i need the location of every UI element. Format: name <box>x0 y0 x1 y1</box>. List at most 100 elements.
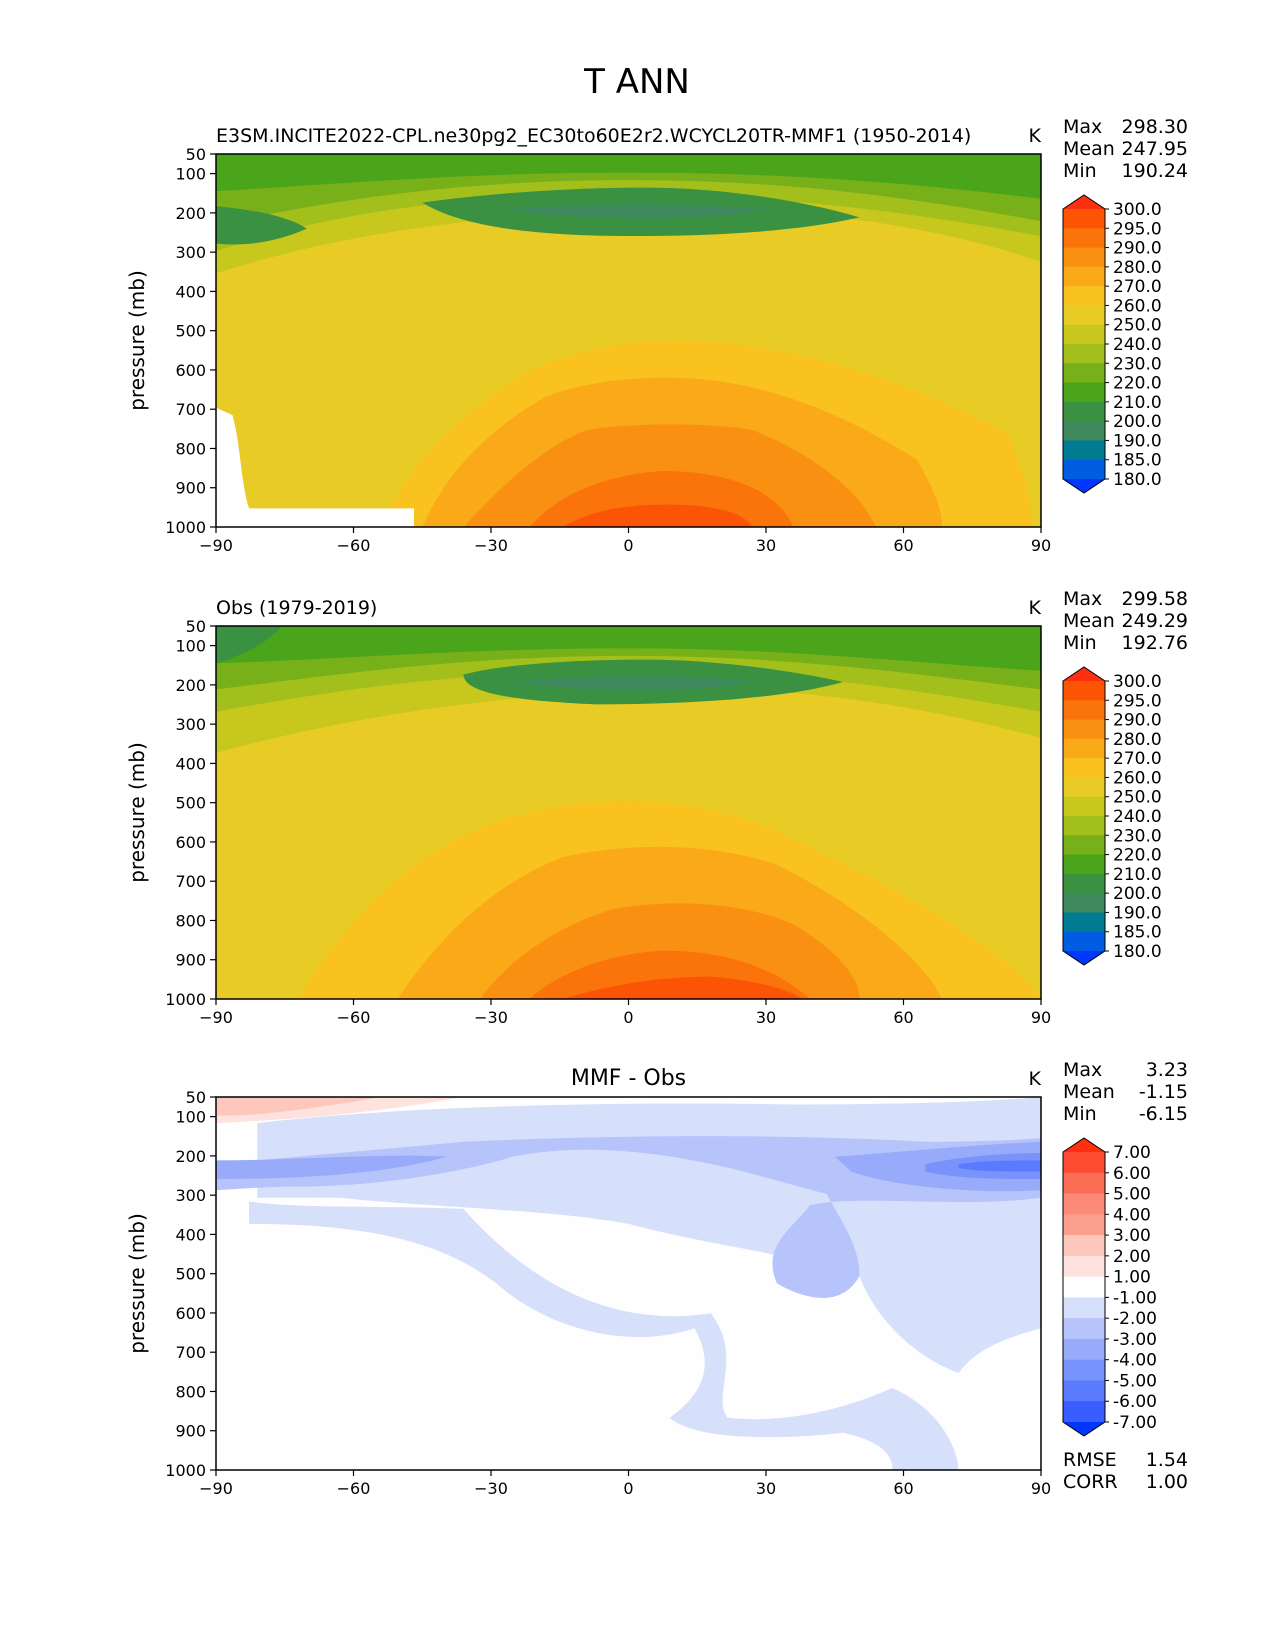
panel-left-label: Obs (1979-2019) <box>216 597 377 619</box>
colorbar-extend-max <box>1063 195 1105 209</box>
colorbar-segment <box>1063 1380 1105 1402</box>
colorbar-segment <box>1063 912 1105 933</box>
colorbar-tick-label: 210.0 <box>1113 865 1162 885</box>
contour-region-6 <box>513 676 753 691</box>
panels: −90 −60 −30 0 30 60 90501002003004005006007008… <box>125 116 1188 1498</box>
colorbar-tick-label: 185.0 <box>1113 451 1162 471</box>
x-tick-label: 0 <box>623 1479 633 1498</box>
colorbar: 300.0295.0290.0280.0270.0260.0250.0240.0… <box>1062 666 1162 966</box>
colorbar-tick-label: -2.00 <box>1113 1309 1157 1329</box>
x-tick-label: −30 <box>474 1479 508 1498</box>
colorbar-segment <box>1063 681 1105 701</box>
plot-area <box>216 154 1041 527</box>
stat-label: Min <box>1063 160 1097 182</box>
colorbar-segment <box>1063 1359 1105 1381</box>
colorbar-tick-label: 220.0 <box>1113 846 1162 866</box>
units-label: K <box>1029 1068 1042 1090</box>
y-tick-label: 100 <box>175 637 206 656</box>
colorbar-segment <box>1063 738 1105 759</box>
colorbar-segment <box>1063 401 1105 422</box>
colorbar-tick-label: -4.00 <box>1113 1351 1157 1371</box>
colorbar-segment <box>1063 305 1105 326</box>
contour-region-11 <box>562 504 753 527</box>
colorbar-segment <box>1063 1297 1105 1319</box>
colorbar-segment <box>1063 324 1105 345</box>
units-label: K <box>1029 597 1042 619</box>
colorbar-tick-label: 240.0 <box>1113 807 1162 827</box>
stat-label: Max <box>1063 1059 1102 1081</box>
stat-label: Min <box>1063 1103 1097 1125</box>
colorbar-segment <box>1063 854 1105 875</box>
colorbar-tick-label: 185.0 <box>1113 923 1162 943</box>
colorbar-tick-label: 250.0 <box>1113 316 1162 336</box>
colorbar-tick-label: 300.0 <box>1113 200 1162 220</box>
colorbar-tick-label: 280.0 <box>1113 258 1162 278</box>
colorbar: 300.0295.0290.0280.0270.0260.0250.0240.0… <box>1062 194 1162 494</box>
x-tick-label: 90 <box>1031 536 1051 555</box>
y-tick-label: 500 <box>175 1265 206 1284</box>
y-tick-label: 1000 <box>165 518 206 537</box>
stat-label: Mean <box>1063 138 1115 160</box>
colorbar-tick-label: 260.0 <box>1113 296 1162 316</box>
y-tick-label: 700 <box>175 872 206 891</box>
contour-region-2 <box>216 1136 1041 1298</box>
y-tick-label: 100 <box>175 165 206 184</box>
x-tick-label: −90 <box>199 1479 233 1498</box>
x-tick-label: −90 <box>199 1008 233 1027</box>
colorbar-tick-label: 230.0 <box>1113 826 1162 846</box>
y-tick-label: 900 <box>175 1422 206 1441</box>
colorbar-extend-min <box>1063 951 1105 965</box>
units-label: K <box>1029 125 1042 147</box>
colorbar-segment <box>1063 1276 1105 1298</box>
stat-value: 298.30 <box>1122 116 1188 138</box>
colorbar-segment <box>1063 1172 1105 1195</box>
colorbar-segment <box>1063 421 1105 441</box>
colorbar-tick-label: -3.00 <box>1113 1330 1157 1350</box>
stat-value: 3.23 <box>1146 1059 1188 1081</box>
y-tick-label: 900 <box>175 951 206 970</box>
y-tick-label: 200 <box>175 676 206 695</box>
stat-label: Max <box>1063 588 1102 610</box>
stat-label: Min <box>1063 632 1097 654</box>
y-tick-label: 50 <box>186 145 206 164</box>
colorbar-segment <box>1063 700 1105 721</box>
colorbar-tick-label: 1.00 <box>1113 1268 1151 1288</box>
contour-region-12 <box>216 407 414 527</box>
colorbar-tick-label: 260.0 <box>1113 768 1162 788</box>
x-tick-label: −30 <box>474 536 508 555</box>
colorbar-tick-label: 270.0 <box>1113 277 1162 297</box>
colorbar-tick-label: 220.0 <box>1113 374 1162 394</box>
y-tick-label: 900 <box>175 479 206 498</box>
colorbar-extend-max <box>1063 1138 1105 1152</box>
colorbar-segment <box>1063 931 1105 952</box>
x-tick-label: 60 <box>893 536 913 555</box>
y-tick-label: 700 <box>175 400 206 419</box>
colorbar-segment <box>1063 209 1105 229</box>
colorbar-tick-label: 280.0 <box>1113 730 1162 750</box>
colorbar-segment <box>1063 1214 1105 1236</box>
x-tick-label: −60 <box>337 1479 371 1498</box>
contour-region-5 <box>958 1160 1041 1172</box>
colorbar: 7.006.005.004.003.002.001.00-1.00-2.00-3… <box>1062 1137 1157 1437</box>
x-tick-label: 90 <box>1031 1479 1051 1498</box>
plot-area <box>216 626 1041 999</box>
y-axis-label: pressure (mb) <box>125 270 149 411</box>
colorbar-tick-label: 180.0 <box>1113 470 1162 490</box>
y-tick-label: 600 <box>175 833 206 852</box>
extra-stat-label: RMSE <box>1063 1449 1117 1471</box>
figure-title: T ANN <box>583 62 690 102</box>
y-tick-label: 800 <box>175 911 206 930</box>
extra-stat-value: 1.54 <box>1146 1449 1188 1471</box>
colorbar-segment <box>1063 1193 1105 1215</box>
y-tick-label: 500 <box>175 322 206 341</box>
y-tick-label: 1000 <box>165 990 206 1009</box>
colorbar-tick-label: 240.0 <box>1113 335 1162 355</box>
extra-stat-label: CORR <box>1063 1471 1118 1493</box>
extra-stat-value: 1.00 <box>1146 1471 1188 1493</box>
x-tick-label: −90 <box>199 536 233 555</box>
colorbar-segment <box>1063 873 1105 894</box>
colorbar-segment <box>1063 247 1105 268</box>
colorbar-segment <box>1063 344 1105 364</box>
x-tick-label: 0 <box>623 1008 633 1027</box>
